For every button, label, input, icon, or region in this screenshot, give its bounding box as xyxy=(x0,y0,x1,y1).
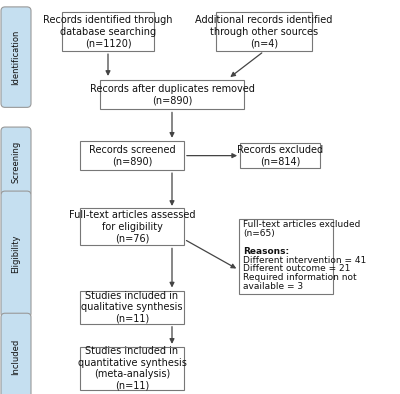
Text: Identification: Identification xyxy=(12,30,20,85)
Text: Eligibility: Eligibility xyxy=(12,235,20,273)
Bar xyxy=(240,143,320,169)
Text: Records excluded
(n=814): Records excluded (n=814) xyxy=(237,145,323,166)
Bar xyxy=(80,291,184,324)
FancyBboxPatch shape xyxy=(1,191,31,317)
Bar xyxy=(80,141,184,170)
Bar xyxy=(216,12,312,51)
Bar xyxy=(80,347,184,390)
Text: Records screened
(n=890): Records screened (n=890) xyxy=(89,145,175,166)
Text: Different intervention = 41: Different intervention = 41 xyxy=(243,256,366,264)
Text: Studies included in
qualitative synthesis
(n=11): Studies included in qualitative synthesi… xyxy=(81,291,183,324)
Text: Included: Included xyxy=(12,338,20,375)
Text: Records identified through
database searching
(n=1120): Records identified through database sear… xyxy=(43,15,173,48)
Text: Reasons:: Reasons: xyxy=(243,247,289,256)
Text: Additional records identified
through other sources
(n=4): Additional records identified through ot… xyxy=(195,15,333,48)
Text: Screening: Screening xyxy=(12,140,20,183)
Text: (n=65): (n=65) xyxy=(243,229,275,238)
Text: available = 3: available = 3 xyxy=(243,282,303,291)
Bar xyxy=(100,80,244,109)
FancyBboxPatch shape xyxy=(1,127,31,196)
Bar xyxy=(80,208,184,245)
Text: Different outcome = 21: Different outcome = 21 xyxy=(243,264,350,273)
Text: Studies included in
quantitative synthesis
(meta-analysis)
(n=11): Studies included in quantitative synthes… xyxy=(78,346,186,391)
Text: Full-text articles assessed
for eligibility
(n=76): Full-text articles assessed for eligibil… xyxy=(69,210,195,243)
Text: Required information not: Required information not xyxy=(243,273,357,282)
Text: Full-text articles excluded: Full-text articles excluded xyxy=(243,220,360,229)
FancyBboxPatch shape xyxy=(1,7,31,108)
Bar xyxy=(239,219,333,294)
Bar xyxy=(62,12,154,51)
FancyBboxPatch shape xyxy=(1,313,31,394)
Text: Records after duplicates removed
(n=890): Records after duplicates removed (n=890) xyxy=(90,84,254,105)
